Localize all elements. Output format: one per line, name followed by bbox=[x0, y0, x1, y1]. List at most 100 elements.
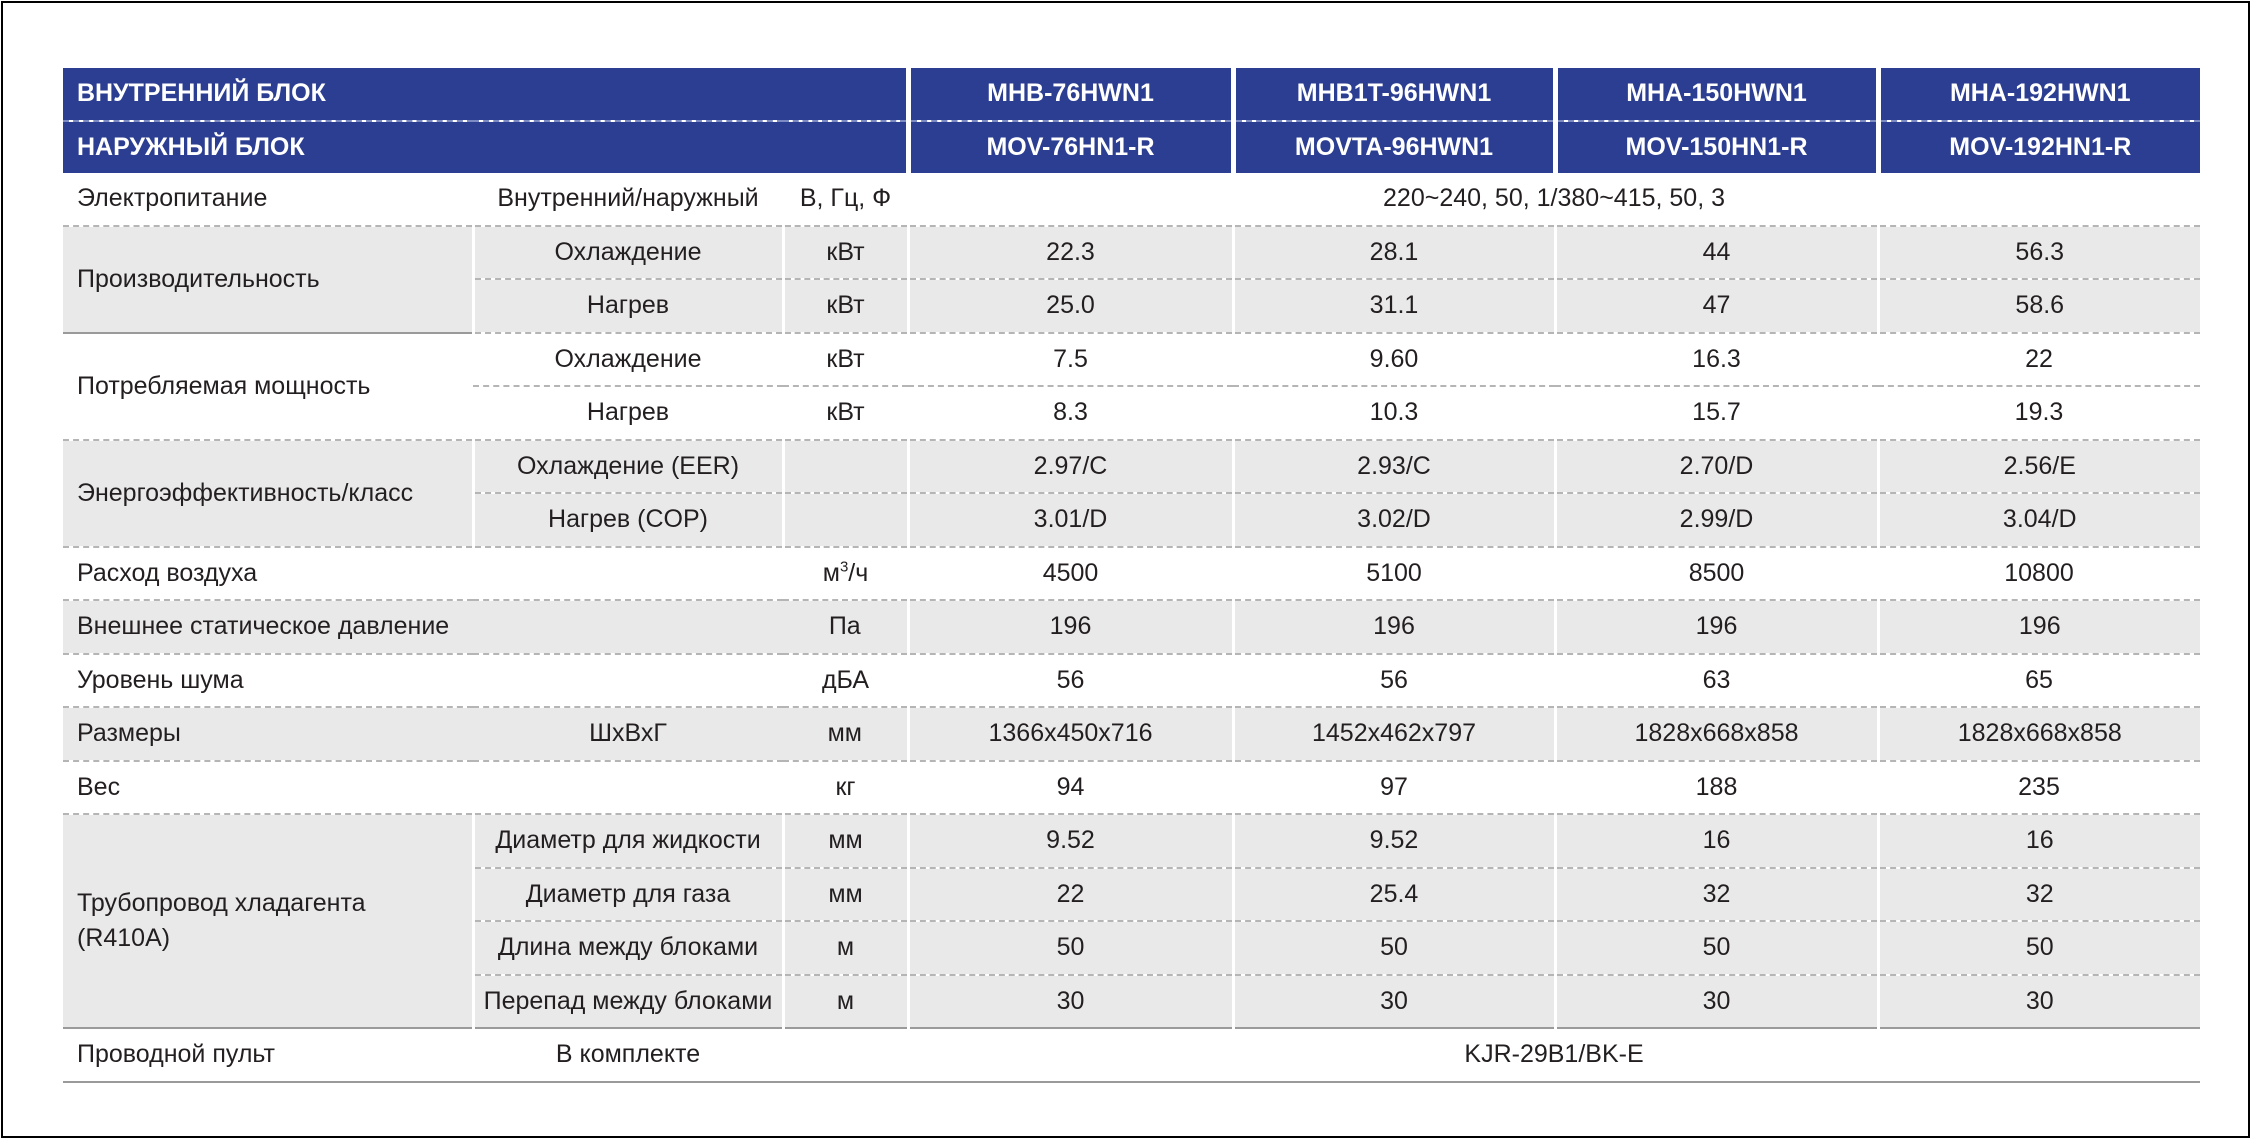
efficiency-heating-2: 3.02/D bbox=[1231, 493, 1556, 548]
efficiency-cooling-2: 2.93/C bbox=[1231, 439, 1556, 494]
remote-sub: В комплекте bbox=[473, 1028, 783, 1083]
efficiency-cooling-sub: Охлаждение (EER) bbox=[471, 439, 783, 494]
row-consumption-cooling: Потребляемая мощность Охлаждение кВт 7.5… bbox=[63, 332, 2201, 441]
indoor-model-2: MHB1T-96HWN1 bbox=[1230, 68, 1556, 122]
row-efficiency-heating: Нагрев (COP) 3.01/D 3.02/D 2.99/D 3.04/D bbox=[63, 493, 2201, 548]
weight-4: 235 bbox=[1878, 760, 2201, 815]
piping-gas-2: 25.4 bbox=[1231, 867, 1556, 922]
indoor-model-1: MHB-76HWN1 bbox=[905, 68, 1234, 122]
noise-unit: дБА bbox=[783, 653, 909, 708]
row-piping-length: Длина между блоками м 50 50 50 50 bbox=[63, 921, 2201, 976]
specifications-table: ВНУТРЕННИЙ БЛОК MHB-76HWN1 MHB1T-96HWN1 … bbox=[63, 68, 2201, 1083]
pressure-4: 196 bbox=[1876, 600, 2201, 655]
pressure-3: 196 bbox=[1553, 600, 1879, 655]
weight-sub bbox=[473, 760, 783, 815]
capacity-label: Производительность bbox=[63, 225, 473, 334]
dimensions-3: 1828x668x858 bbox=[1553, 707, 1879, 762]
piping-gas-unit: мм bbox=[781, 867, 909, 922]
power-unit: В, Гц, Ф bbox=[783, 173, 909, 227]
efficiency-heating-unit bbox=[781, 493, 909, 548]
row-airflow: Расход воздуха м3/ч 4500 5100 8500 10800 bbox=[63, 546, 2201, 601]
piping-gas-3: 32 bbox=[1553, 867, 1879, 922]
row-weight: Вес кг 94 97 188 235 bbox=[63, 760, 2201, 815]
efficiency-cooling-1: 2.97/C bbox=[906, 439, 1234, 494]
piping-gas-sub: Диаметр для газа bbox=[471, 867, 783, 922]
capacity-cooling-1: 22.3 bbox=[906, 225, 1234, 280]
piping-label-line2: (R410A) bbox=[77, 924, 171, 952]
pressure-sub bbox=[473, 600, 783, 655]
airflow-3: 8500 bbox=[1555, 546, 1879, 601]
piping-length-3: 50 bbox=[1553, 921, 1879, 976]
capacity-heating-sub: Нагрев bbox=[471, 279, 783, 334]
piping-gas-4: 32 bbox=[1876, 867, 2201, 922]
capacity-cooling-2: 28.1 bbox=[1231, 225, 1556, 280]
piping-length-sub: Длина между блоками bbox=[471, 921, 783, 976]
efficiency-heating-1: 3.01/D bbox=[906, 493, 1234, 548]
airflow-1: 4500 bbox=[908, 546, 1234, 601]
weight-1: 94 bbox=[908, 760, 1234, 815]
consumption-heating-4: 19.3 bbox=[1878, 386, 2201, 441]
outdoor-model-2: MOVTA-96HWN1 bbox=[1230, 120, 1556, 173]
airflow-unit-tail: /ч bbox=[848, 558, 869, 587]
piping-liquid-3: 16 bbox=[1553, 814, 1879, 869]
consumption-cooling-1: 7.5 bbox=[908, 332, 1234, 387]
capacity-heating-3: 47 bbox=[1553, 279, 1879, 334]
airflow-unit: м3/ч bbox=[783, 546, 909, 601]
consumption-heating-2: 10.3 bbox=[1233, 386, 1556, 441]
piping-height-4: 30 bbox=[1876, 974, 2201, 1029]
header-row-outdoor: НАРУЖНЫЙ БЛОК MOV-76HN1-R MOVTA-96HWN1 M… bbox=[63, 120, 2201, 173]
row-efficiency-cooling: Энергоэффективность/класс Охлаждение (EE… bbox=[63, 439, 2201, 548]
noise-2: 56 bbox=[1233, 653, 1556, 708]
consumption-heating-sub: Нагрев bbox=[473, 386, 783, 441]
noise-1: 56 bbox=[908, 653, 1234, 708]
airflow-2: 5100 bbox=[1233, 546, 1556, 601]
piping-gas-1: 22 bbox=[906, 867, 1234, 922]
capacity-heating-1: 25.0 bbox=[906, 279, 1234, 334]
piping-height-1: 30 bbox=[906, 974, 1234, 1029]
piping-liquid-sub: Диаметр для жидкости bbox=[471, 814, 783, 869]
outdoor-model-4: MOV-192HN1-R bbox=[1875, 120, 2201, 173]
pressure-2: 196 bbox=[1231, 600, 1556, 655]
efficiency-cooling-3: 2.70/D bbox=[1553, 439, 1879, 494]
outdoor-model-1: MOV-76HN1-R bbox=[905, 120, 1234, 173]
piping-label: Трубопровод хладагента (R410A) bbox=[63, 814, 473, 1029]
power-sub: Внутренний/наружный bbox=[473, 173, 783, 227]
efficiency-heating-sub: Нагрев (COP) bbox=[471, 493, 783, 548]
row-consumption-heating: Нагрев кВт 8.3 10.3 15.7 19.3 bbox=[63, 386, 2201, 441]
consumption-label: Потребляемая мощность bbox=[63, 332, 473, 441]
capacity-cooling-3: 44 bbox=[1553, 225, 1879, 280]
header-row-indoor: ВНУТРЕННИЙ БЛОК MHB-76HWN1 MHB1T-96HWN1 … bbox=[63, 68, 2201, 122]
piping-height-2: 30 bbox=[1231, 974, 1556, 1029]
dimensions-4: 1828x668x858 bbox=[1876, 707, 2201, 762]
airflow-4: 10800 bbox=[1878, 546, 2201, 601]
remote-value: KJR-29B1/BK-E bbox=[908, 1028, 2201, 1083]
remote-label: Проводной пульт bbox=[63, 1028, 473, 1083]
weight-3: 188 bbox=[1555, 760, 1879, 815]
indoor-model-4: MHA-192HWN1 bbox=[1875, 68, 2201, 122]
capacity-cooling-sub: Охлаждение bbox=[471, 225, 783, 280]
weight-2: 97 bbox=[1233, 760, 1556, 815]
efficiency-heating-3: 2.99/D bbox=[1553, 493, 1879, 548]
dimensions-label: Размеры bbox=[63, 707, 473, 762]
indoor-model-3: MHA-150HWN1 bbox=[1552, 68, 1879, 122]
pressure-label: Внешнее статическое давление bbox=[63, 600, 473, 655]
noise-sub bbox=[473, 653, 783, 708]
outdoor-model-3: MOV-150HN1-R bbox=[1552, 120, 1879, 173]
row-power-supply: Электропитание Внутренний/наружный В, Гц… bbox=[63, 173, 2201, 227]
airflow-sub bbox=[473, 546, 783, 601]
dimensions-unit: мм bbox=[783, 707, 909, 762]
pressure-1: 196 bbox=[906, 600, 1234, 655]
piping-length-4: 50 bbox=[1876, 921, 2201, 976]
piping-length-unit: м bbox=[781, 921, 909, 976]
consumption-heating-unit: кВт bbox=[783, 386, 909, 441]
piping-liquid-1: 9.52 bbox=[906, 814, 1234, 869]
capacity-cooling-unit: кВт bbox=[781, 225, 909, 280]
row-dimensions: Размеры ШхВхГ мм 1366x450x716 1452x462x7… bbox=[63, 707, 2201, 762]
remote-unit bbox=[783, 1028, 909, 1083]
airflow-label: Расход воздуха bbox=[63, 546, 473, 601]
row-piping-height: Перепад между блоками м 30 30 30 30 bbox=[63, 974, 2201, 1029]
capacity-heating-4: 58.6 bbox=[1876, 279, 2201, 334]
dimensions-2: 1452x462x797 bbox=[1231, 707, 1556, 762]
consumption-cooling-sub: Охлаждение bbox=[473, 332, 783, 387]
